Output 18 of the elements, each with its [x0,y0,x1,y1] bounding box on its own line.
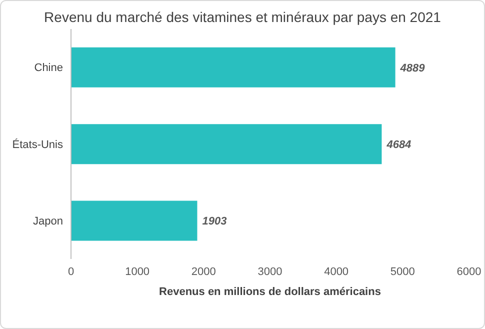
x-tick-label: 3000 [258,266,282,278]
x-tick-label: 2000 [191,266,216,278]
bar [71,47,396,88]
y-tick-label: États-Unis [12,138,64,151]
x-tick-label: 0 [68,266,74,278]
bar [71,124,382,164]
data-label: 4684 [386,138,412,151]
x-axis-title: Revenus en millions de dollars américains [159,286,381,298]
x-tick-label: 5000 [390,266,415,278]
y-tick-label: Chine [34,62,63,74]
chart-title: Revenu du marché des vitamines et minéraux par pays en 2021 [43,9,442,27]
data-label: 4889 [399,62,426,74]
x-tick-label: 4000 [324,266,349,278]
data-label: 1903 [202,216,227,228]
y-tick-label: Japon [33,216,63,228]
x-tick-label: 6000 [456,266,482,278]
x-tick-label: 1000 [125,266,150,278]
bar [71,200,198,241]
